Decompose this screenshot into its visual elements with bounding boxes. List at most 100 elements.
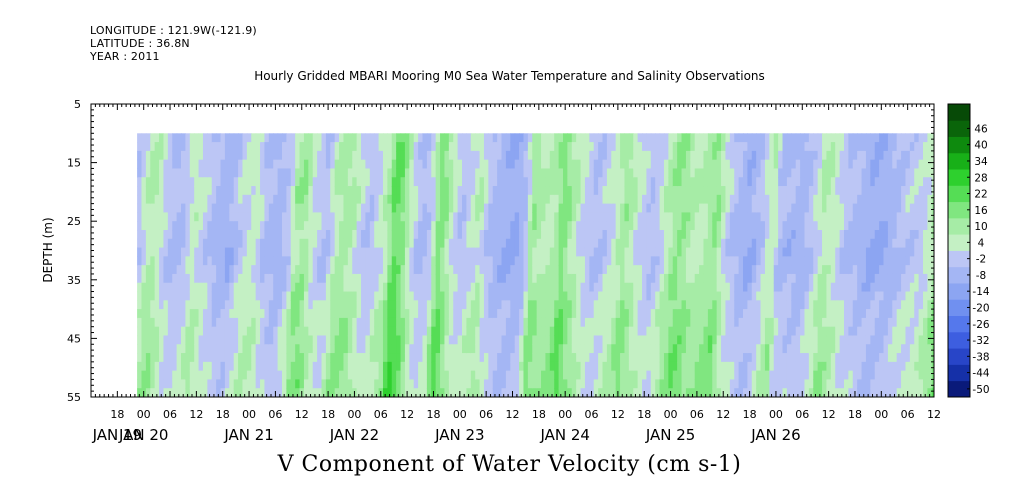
heatmap-cell <box>286 142 292 152</box>
heatmap-cell <box>505 212 511 222</box>
heatmap-cell <box>172 203 178 214</box>
heatmap-cell <box>822 361 828 372</box>
heatmap-cell <box>712 229 718 240</box>
heatmap-cell <box>145 265 151 275</box>
heatmap-cell <box>440 344 446 354</box>
heatmap-cell <box>400 186 406 196</box>
heatmap-cell <box>167 212 173 222</box>
heatmap-cell <box>699 186 705 196</box>
heatmap-cell <box>562 300 568 310</box>
heatmap-cell <box>817 203 823 214</box>
heatmap-cell <box>523 326 529 337</box>
heatmap-cell <box>233 212 239 222</box>
heatmap-cell <box>852 326 858 337</box>
heatmap-cell <box>751 282 757 293</box>
heatmap-cell <box>352 256 358 266</box>
heatmap-cell <box>229 238 235 249</box>
heatmap-cell <box>685 168 691 178</box>
heatmap-cell <box>281 326 287 337</box>
heatmap-cell <box>453 326 459 337</box>
heatmap-cell <box>185 194 191 205</box>
heatmap-cell <box>145 221 151 231</box>
heatmap-cell <box>273 229 279 240</box>
heatmap-cell <box>848 300 854 310</box>
heatmap-cell <box>558 379 564 389</box>
heatmap-cell <box>422 344 428 354</box>
heatmap-cell <box>598 344 604 354</box>
heatmap-cell <box>404 212 410 222</box>
heatmap-cell <box>202 388 208 397</box>
heatmap-cell <box>703 238 709 249</box>
heatmap-cell <box>756 353 762 363</box>
heatmap-cell <box>576 388 582 397</box>
heatmap-cell <box>233 344 239 354</box>
heatmap-cell <box>440 326 446 337</box>
heatmap-cell <box>606 221 612 231</box>
heatmap-cell <box>795 326 801 337</box>
heatmap-cell <box>492 361 498 372</box>
heatmap-cell <box>527 309 533 319</box>
heatmap-cell <box>685 247 691 257</box>
heatmap-cell <box>681 335 687 345</box>
heatmap-cell <box>404 282 410 293</box>
heatmap-cell <box>826 300 832 310</box>
heatmap-cell <box>277 361 283 372</box>
heatmap-cell <box>620 353 626 363</box>
heatmap-cell <box>317 221 323 231</box>
heatmap-cell <box>246 309 252 319</box>
heatmap-cell <box>404 353 410 363</box>
heatmap-cell <box>782 273 788 284</box>
heatmap-cell <box>211 370 217 381</box>
heatmap-cell <box>251 203 257 214</box>
heatmap-cell <box>598 203 604 214</box>
heatmap-cell <box>444 142 450 152</box>
heatmap-cell <box>356 159 362 170</box>
heatmap-cell <box>492 186 498 196</box>
heatmap-cell <box>541 291 547 301</box>
heatmap-cell <box>861 177 867 187</box>
heatmap-cell <box>786 388 792 397</box>
heatmap-cell <box>536 212 542 222</box>
heatmap-cell <box>786 133 792 143</box>
heatmap-cell <box>760 361 766 372</box>
heatmap-cell <box>273 326 279 337</box>
heatmap-cell <box>404 229 410 240</box>
heatmap-cell <box>295 335 301 345</box>
heatmap-cell <box>721 229 727 240</box>
heatmap-cell <box>312 238 318 249</box>
heatmap-cell <box>624 344 630 354</box>
heatmap-cell <box>808 247 814 257</box>
heatmap-cell <box>382 194 388 205</box>
heatmap-cell <box>229 370 235 381</box>
heatmap-cell <box>738 370 744 381</box>
heatmap-cell <box>554 317 560 328</box>
heatmap-cell <box>242 370 248 381</box>
heatmap-cell <box>286 168 292 178</box>
heatmap-cell <box>273 282 279 293</box>
heatmap-cell <box>299 133 305 143</box>
heatmap-cell <box>457 150 463 161</box>
heatmap-cell <box>707 229 713 240</box>
heatmap-cell <box>501 353 507 363</box>
heatmap-cell <box>598 291 604 301</box>
heatmap-cell <box>426 335 432 345</box>
heatmap-cell <box>804 265 810 275</box>
heatmap-cell <box>497 379 503 389</box>
heatmap-cell <box>852 317 858 328</box>
heatmap-cell <box>813 168 819 178</box>
heatmap-cell <box>602 142 608 152</box>
heatmap-cell <box>185 142 191 152</box>
heatmap-cell <box>426 370 432 381</box>
heatmap-cell <box>554 379 560 389</box>
heatmap-cell <box>536 379 542 389</box>
heatmap-cell <box>549 150 555 161</box>
heatmap-cell <box>391 186 397 196</box>
heatmap-cell <box>220 159 226 170</box>
heatmap-cell <box>150 177 156 187</box>
heatmap-cell <box>725 142 731 152</box>
heatmap-cell <box>220 256 226 266</box>
heatmap-cell <box>273 370 279 381</box>
heatmap-cell <box>685 344 691 354</box>
heatmap-cell <box>260 186 266 196</box>
heatmap-cell <box>176 186 182 196</box>
